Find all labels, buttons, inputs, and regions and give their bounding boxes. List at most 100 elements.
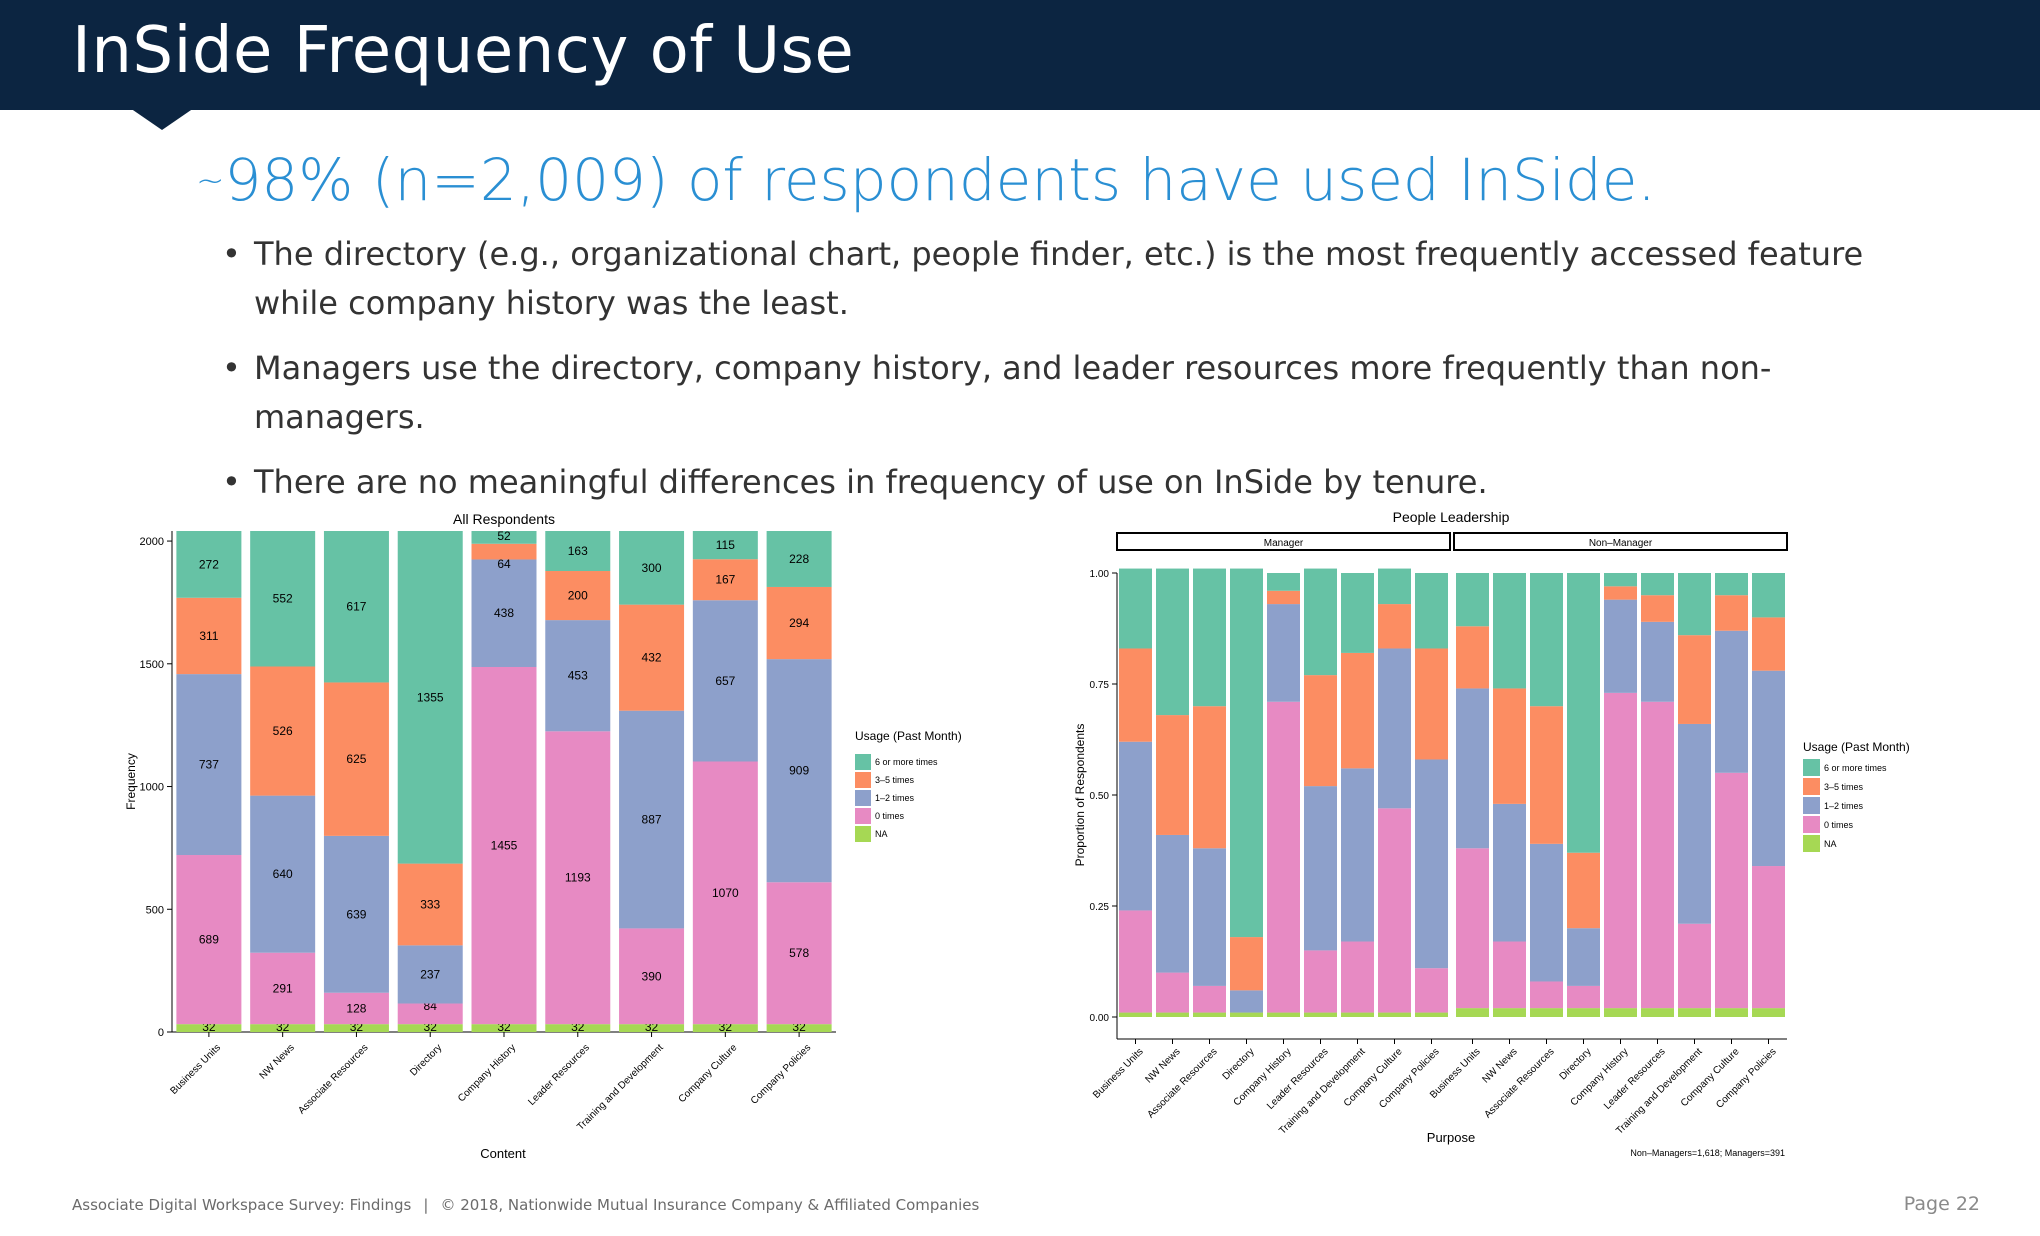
y-axis-label: Frequency bbox=[124, 753, 138, 810]
data-label: 1355 bbox=[417, 690, 444, 704]
bar-segment bbox=[1567, 928, 1600, 986]
bar-segment bbox=[766, 1024, 832, 1032]
bullet-list: The directory (e.g., organizational char… bbox=[222, 230, 1872, 523]
bar-segment bbox=[250, 952, 316, 1025]
x-tick-label: Company Policies bbox=[749, 1042, 813, 1106]
bar-segment bbox=[1530, 706, 1563, 844]
x-tick-label: Business Units bbox=[1091, 1046, 1146, 1101]
y-tick-label: 0.25 bbox=[1090, 902, 1110, 913]
bar-segment bbox=[397, 1024, 463, 1032]
bar-segment bbox=[250, 1024, 316, 1032]
bar-segment bbox=[1456, 688, 1489, 849]
bar-segment bbox=[545, 1024, 611, 1032]
bar-segment bbox=[471, 543, 537, 560]
bar-segment bbox=[323, 992, 389, 1025]
x-tick-label: NW News bbox=[258, 1042, 297, 1081]
x-tick-label: Associate Resources bbox=[1482, 1046, 1556, 1120]
bar-segment bbox=[1230, 568, 1263, 938]
legend-label: NA bbox=[875, 829, 888, 839]
bar-segment bbox=[1378, 808, 1411, 1013]
bar-segment bbox=[176, 1024, 242, 1032]
header-notch bbox=[130, 108, 194, 130]
bar-segment bbox=[1530, 1008, 1563, 1017]
y-tick-label: 0.75 bbox=[1090, 680, 1110, 691]
legend-swatch bbox=[1803, 835, 1820, 852]
data-label: 453 bbox=[568, 669, 588, 683]
bar-segment bbox=[1267, 590, 1300, 605]
bar-segment bbox=[1678, 635, 1711, 724]
data-label: 64 bbox=[497, 557, 511, 571]
footer-separator: | bbox=[423, 1196, 429, 1214]
bar-segment bbox=[1341, 652, 1374, 769]
data-label: 291 bbox=[273, 981, 293, 995]
data-label: 200 bbox=[568, 589, 588, 603]
facet-label: Non–Manager bbox=[1589, 538, 1653, 549]
bar-segment bbox=[1230, 990, 1263, 1013]
data-label: 689 bbox=[199, 933, 219, 947]
bar-segment bbox=[1415, 573, 1448, 649]
bullet-item: There are no meaningful differences in f… bbox=[222, 458, 1872, 507]
data-label: 657 bbox=[715, 674, 735, 688]
bar-segment bbox=[1493, 803, 1526, 942]
y-tick-label: 2000 bbox=[140, 536, 164, 548]
bar-segment bbox=[1752, 1008, 1785, 1017]
bar-segment bbox=[471, 559, 537, 667]
y-tick-label: 1.00 bbox=[1090, 569, 1110, 580]
x-tick-label: NW News bbox=[1480, 1046, 1519, 1085]
bar-segment bbox=[1304, 1012, 1337, 1017]
bar-segment bbox=[1752, 866, 1785, 1009]
bar-segment bbox=[1604, 1008, 1637, 1017]
bar-segment bbox=[1267, 1012, 1300, 1017]
bar-segment bbox=[1752, 617, 1785, 671]
slide-subtitle: ~98% (n=2,009) of respondents have used … bbox=[196, 146, 1656, 214]
x-tick-label: NW News bbox=[1143, 1046, 1182, 1085]
data-label: 163 bbox=[568, 544, 588, 558]
bar-segment bbox=[766, 882, 832, 1025]
bar-segment bbox=[1304, 568, 1337, 676]
facet-label: Manager bbox=[1264, 538, 1304, 549]
legend-title: Usage (Past Month) bbox=[1803, 740, 1910, 754]
bar-segment bbox=[176, 531, 242, 598]
legend-label: 3–5 times bbox=[875, 775, 915, 785]
bar-segment bbox=[1567, 573, 1600, 853]
bar-segment bbox=[1156, 568, 1189, 716]
bar-segment bbox=[1119, 1012, 1152, 1017]
data-label: 578 bbox=[789, 946, 809, 960]
bar-segment bbox=[1641, 1008, 1674, 1017]
bar-segment bbox=[1715, 595, 1748, 631]
x-tick-label: Directory bbox=[1221, 1046, 1257, 1082]
data-label: 115 bbox=[716, 538, 735, 552]
bar-segment bbox=[1752, 670, 1785, 867]
data-label: 737 bbox=[199, 758, 219, 772]
page-number: Page 22 bbox=[1903, 1193, 1980, 1215]
bar-segment bbox=[1378, 648, 1411, 809]
x-axis-label: Content bbox=[480, 1146, 526, 1161]
bar-segment bbox=[1230, 937, 1263, 991]
bar-segment bbox=[1715, 630, 1748, 773]
bar-segment bbox=[1193, 568, 1226, 707]
bar-segment bbox=[766, 531, 832, 587]
facet-strip bbox=[1453, 532, 1788, 551]
legend-swatch bbox=[1803, 778, 1820, 795]
y-tick-label: 0 bbox=[158, 1027, 164, 1039]
bullet-item: The directory (e.g., organizational char… bbox=[222, 230, 1872, 328]
bar-segment bbox=[1493, 1008, 1526, 1017]
bar-segment bbox=[1493, 573, 1526, 689]
y-tick-label: 500 bbox=[146, 904, 164, 916]
x-tick-label: Directory bbox=[1558, 1046, 1594, 1082]
chart-note: Non–Managers=1,618; Managers=391 bbox=[1630, 1148, 1785, 1158]
bar-segment bbox=[323, 835, 389, 993]
bar-segment bbox=[692, 600, 758, 762]
x-tick-label: Associate Resources bbox=[1145, 1046, 1219, 1120]
y-axis-label: Proportion of Respondents bbox=[1073, 724, 1087, 867]
data-label: 333 bbox=[420, 897, 440, 911]
bar-segment bbox=[471, 666, 537, 1025]
bar-segment bbox=[1267, 604, 1300, 702]
bar-segment bbox=[1456, 1008, 1489, 1017]
bar-segment bbox=[323, 682, 389, 836]
x-tick-label: Business Units bbox=[168, 1042, 223, 1097]
bar-segment bbox=[1193, 985, 1226, 1013]
bar-segment bbox=[1193, 706, 1226, 849]
bar-segment bbox=[1341, 573, 1374, 653]
bar-segment bbox=[1678, 723, 1711, 924]
